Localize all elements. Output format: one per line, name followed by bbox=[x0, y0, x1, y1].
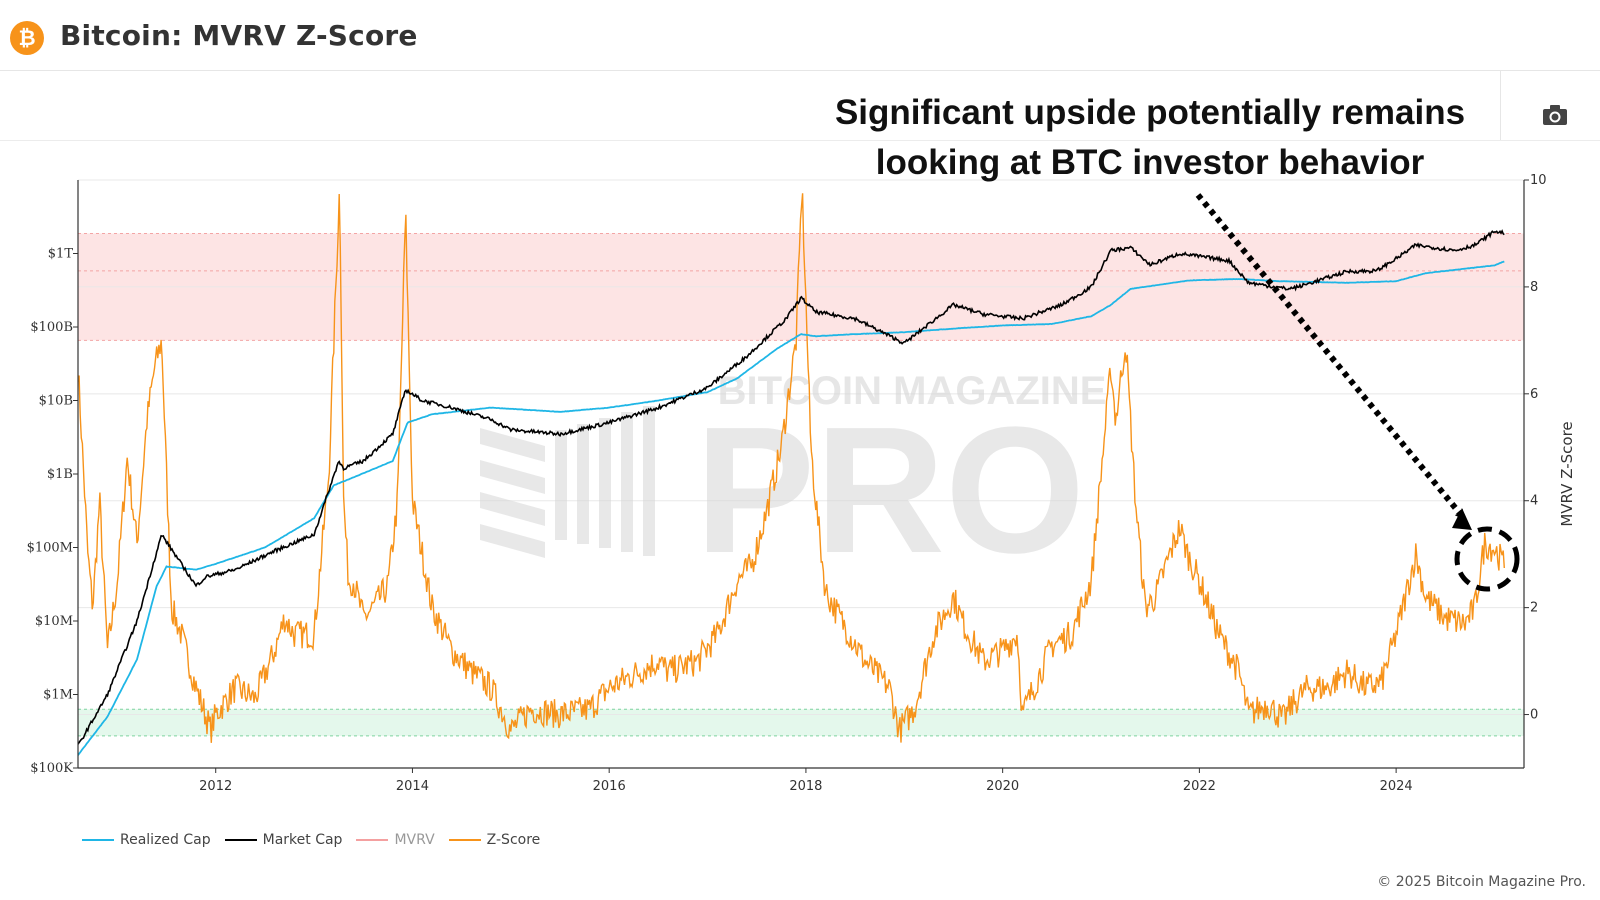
x-tick-label: 2014 bbox=[396, 779, 429, 794]
right-tick-label: 4 bbox=[1530, 494, 1538, 509]
right-tick-label: 10 bbox=[1530, 173, 1547, 188]
right-tick-label: 2 bbox=[1530, 601, 1538, 616]
legend-label: Market Cap bbox=[262, 832, 343, 848]
legend-swatch bbox=[448, 839, 481, 841]
x-tick-label: 2022 bbox=[1183, 779, 1216, 794]
copyright-text: © 2025 Bitcoin Magazine Pro. bbox=[1377, 874, 1586, 890]
legend-label: MVRV bbox=[394, 832, 435, 848]
left-tick-label: $10B bbox=[39, 394, 73, 409]
legend-realized-cap[interactable]: Realized Cap bbox=[82, 832, 211, 848]
x-tick-label: 2018 bbox=[789, 779, 822, 794]
left-tick-label: $1B bbox=[47, 467, 73, 482]
watermark-stripe bbox=[480, 524, 545, 558]
chart-toolbar bbox=[0, 70, 1600, 141]
legend-z-score[interactable]: Z-Score bbox=[448, 832, 541, 848]
right-tick-label: 0 bbox=[1530, 708, 1538, 723]
camera-icon[interactable] bbox=[1542, 104, 1568, 126]
page-title: Bitcoin: MVRV Z-Score bbox=[60, 19, 418, 52]
market-cap-line bbox=[78, 229, 1505, 745]
page-header: ₿ Bitcoin: MVRV Z-Score bbox=[0, 0, 1600, 71]
annotation-text: Significant upside potentially remains l… bbox=[760, 88, 1540, 188]
watermark-bar bbox=[643, 406, 655, 556]
z-score-line bbox=[78, 193, 1505, 743]
left-tick-label: $100K bbox=[30, 761, 73, 776]
right-tick-label: 8 bbox=[1530, 280, 1538, 295]
green-zone bbox=[78, 709, 1524, 736]
bitcoin-logo-icon: ₿ bbox=[10, 21, 44, 55]
annotation-arrowhead bbox=[1452, 508, 1472, 530]
series-layer bbox=[78, 193, 1505, 756]
left-tick-label: $1M bbox=[43, 688, 73, 703]
watermark-stripe bbox=[480, 460, 545, 494]
zone-layer bbox=[78, 232, 1524, 737]
watermark-bar bbox=[555, 430, 567, 540]
legend-swatch bbox=[82, 839, 114, 841]
left-tick-label: $100M bbox=[27, 541, 73, 556]
watermark-bar bbox=[577, 424, 589, 544]
watermark-stripe bbox=[480, 492, 545, 526]
watermark-bar bbox=[599, 418, 611, 548]
left-tick-label: $100B bbox=[30, 320, 73, 335]
x-tick-label: 2020 bbox=[986, 779, 1019, 794]
overlay-layer bbox=[1195, 193, 1520, 592]
right-axis-title: MVRV Z-Score bbox=[1558, 421, 1576, 526]
realized-cap-line bbox=[78, 260, 1505, 756]
legend-label: Realized Cap bbox=[120, 832, 211, 848]
watermark-line-2: PRO bbox=[695, 390, 1085, 591]
toolbar-divider bbox=[1500, 70, 1501, 140]
annotation-line-2: looking at BTC investor behavior bbox=[875, 143, 1425, 182]
x-tick-label: 2016 bbox=[593, 779, 626, 794]
annotation-line-1: Significant upside potentially remains bbox=[834, 93, 1466, 132]
watermark-stripe bbox=[480, 428, 545, 462]
watermark-bar bbox=[621, 412, 633, 552]
legend-swatch bbox=[224, 839, 257, 841]
x-tick-label: 2024 bbox=[1380, 779, 1413, 794]
watermark-line-1: BITCOIN MAGAZINE bbox=[718, 369, 1107, 413]
chart-legend: Realized Cap Market Cap MVRV Z-Score bbox=[82, 832, 540, 848]
axes-layer: 2012 2014 2016 2018 2020 2022 2024 $100K $1M $10M… bbox=[27, 173, 1576, 794]
right-tick-label: 6 bbox=[1530, 387, 1538, 402]
legend-label: Z-Score bbox=[486, 832, 541, 848]
left-tick-label: $1T bbox=[48, 247, 74, 262]
legend-swatch bbox=[356, 839, 389, 841]
annotation-circle bbox=[1454, 526, 1520, 592]
legend-mvrv[interactable]: MVRV bbox=[356, 832, 435, 848]
x-tick-label: 2012 bbox=[199, 779, 232, 794]
legend-market-cap[interactable]: Market Cap bbox=[224, 832, 343, 848]
left-tick-label: $10M bbox=[35, 614, 73, 629]
